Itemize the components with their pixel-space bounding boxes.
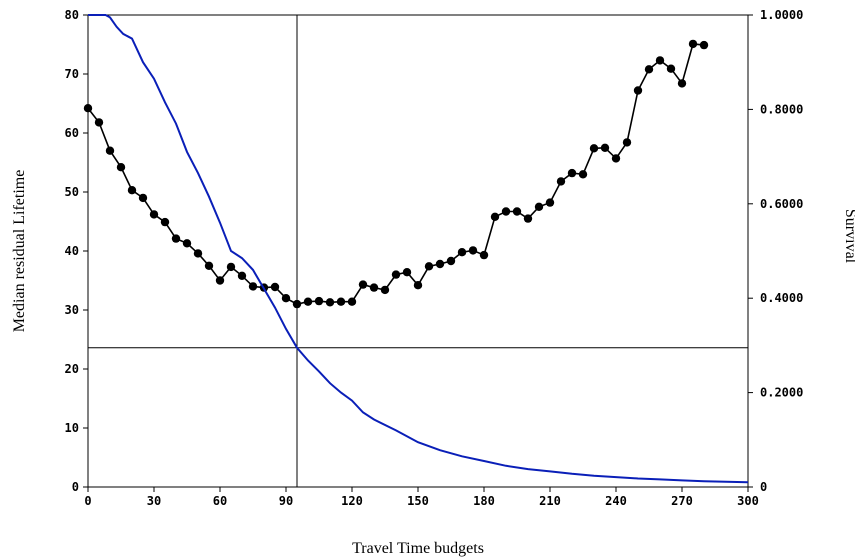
residual-lifetime-point	[149, 210, 159, 219]
y2-tick-label: 0.2000	[760, 386, 803, 400]
residual-lifetime-point	[699, 40, 709, 50]
residual-lifetime-point	[336, 297, 346, 306]
residual-lifetime-point	[171, 234, 181, 243]
residual-lifetime-point	[270, 282, 280, 292]
y2-tick-label: 0.8000	[760, 102, 803, 116]
residual-lifetime-point	[611, 154, 621, 163]
x-tick-label: 30	[147, 494, 161, 508]
residual-lifetime-point	[600, 143, 610, 152]
residual-lifetime-point	[578, 170, 588, 179]
residual-lifetime-point	[424, 262, 434, 271]
residual-lifetime-point	[512, 207, 522, 216]
y2-tick-label: 0.4000	[760, 291, 803, 305]
residual-lifetime-point	[138, 193, 148, 203]
residual-lifetime-point	[215, 276, 225, 285]
y-tick-label: 60	[65, 126, 79, 140]
y2-tick-label: 0	[760, 480, 767, 494]
x-tick-label: 90	[279, 494, 293, 508]
residual-lifetime-point	[369, 283, 379, 292]
x-tick-label: 180	[473, 494, 495, 508]
residual-lifetime-point	[413, 281, 423, 290]
residual-lifetime-point	[226, 262, 236, 272]
residual-lifetime-point	[182, 239, 192, 248]
residual-lifetime-point	[105, 146, 115, 155]
plot-border	[87, 14, 749, 488]
survival-series-line	[88, 14, 749, 484]
residual-lifetime-point	[248, 282, 258, 291]
x-tick-label: 210	[539, 494, 561, 508]
plot-frame	[87, 14, 749, 488]
residual-lifetime-point	[391, 270, 401, 279]
axis-titles: Travel Time budgets Median residual Life…	[11, 170, 855, 557]
y-tick-label: 50	[65, 185, 79, 199]
reference-lines	[88, 15, 748, 487]
residual-lifetime-point	[314, 296, 324, 306]
residual-lifetime-point	[160, 217, 170, 227]
y2-axis-title: Survival	[842, 209, 855, 264]
residual-lifetime-point	[237, 271, 247, 280]
residual-lifetime-point	[94, 118, 104, 127]
residual-lifetime-point	[622, 138, 632, 147]
residual-lifetime-point	[688, 39, 698, 49]
residual-lifetime-point	[325, 298, 335, 307]
residual-lifetime-point	[358, 280, 368, 289]
y-tick-label: 0	[72, 480, 79, 494]
y-tick-label: 40	[65, 244, 79, 258]
residual-lifetime-point	[556, 177, 566, 186]
x-tick-label: 0	[84, 494, 91, 508]
residual-lifetime-point	[655, 56, 665, 65]
axis-ticks: 0 30 60 90 120 150 180 210 240 270 300010203040506…	[65, 8, 804, 508]
residual-lifetime-point	[479, 250, 489, 260]
y-tick-label: 20	[65, 362, 79, 376]
y2-tick-label: 0.6000	[760, 197, 803, 211]
residual-lifetime-series-line	[87, 43, 705, 305]
x-tick-label: 240	[605, 494, 627, 508]
residual-lifetime-point	[380, 285, 390, 295]
residual-lifetime-point	[204, 261, 214, 270]
residual-lifetime-point	[347, 297, 357, 306]
y-tick-label: 70	[65, 67, 79, 81]
residual-lifetime-point	[677, 79, 687, 88]
residual-lifetime-point	[545, 198, 555, 207]
residual-lifetime-point	[633, 86, 643, 95]
residual-lifetime-point	[402, 268, 412, 277]
residual-lifetime-point	[501, 207, 511, 216]
residual-lifetime-point	[490, 212, 500, 221]
y-tick-label: 30	[65, 303, 79, 317]
series-layer	[83, 14, 749, 484]
residual-lifetime-point	[281, 294, 291, 303]
residual-lifetime-point	[567, 168, 577, 178]
residual-lifetime-point	[116, 163, 126, 172]
residual-lifetime-point	[292, 299, 302, 309]
residual-lifetime-point	[435, 259, 445, 269]
x-tick-label: 60	[213, 494, 227, 508]
y-axis-title: Median residual Lifetime	[11, 170, 28, 333]
x-tick-label: 270	[671, 494, 693, 508]
residual-lifetime-point	[523, 214, 533, 223]
y2-tick-label: 1.0000	[760, 8, 803, 22]
residual-lifetime-point	[468, 246, 478, 255]
y-tick-label: 10	[65, 421, 79, 435]
residual-lifetime-point	[193, 249, 203, 258]
residual-lifetime-point	[457, 248, 467, 257]
x-tick-label: 120	[341, 494, 363, 508]
residual-lifetime-point	[446, 256, 456, 266]
x-axis-title: Travel Time budgets	[352, 540, 484, 557]
residual-lifetime-point	[644, 65, 654, 74]
residual-lifetime-point	[666, 64, 676, 73]
residual-lifetime-point	[303, 297, 313, 306]
residual-lifetime-point	[589, 144, 599, 153]
residual-lifetime-point	[83, 104, 93, 113]
residual-lifetime-point	[127, 186, 137, 195]
y-tick-label: 80	[65, 8, 79, 22]
residual-lifetime-point	[534, 202, 544, 211]
x-tick-label: 150	[407, 494, 429, 508]
x-tick-label: 300	[737, 494, 759, 508]
